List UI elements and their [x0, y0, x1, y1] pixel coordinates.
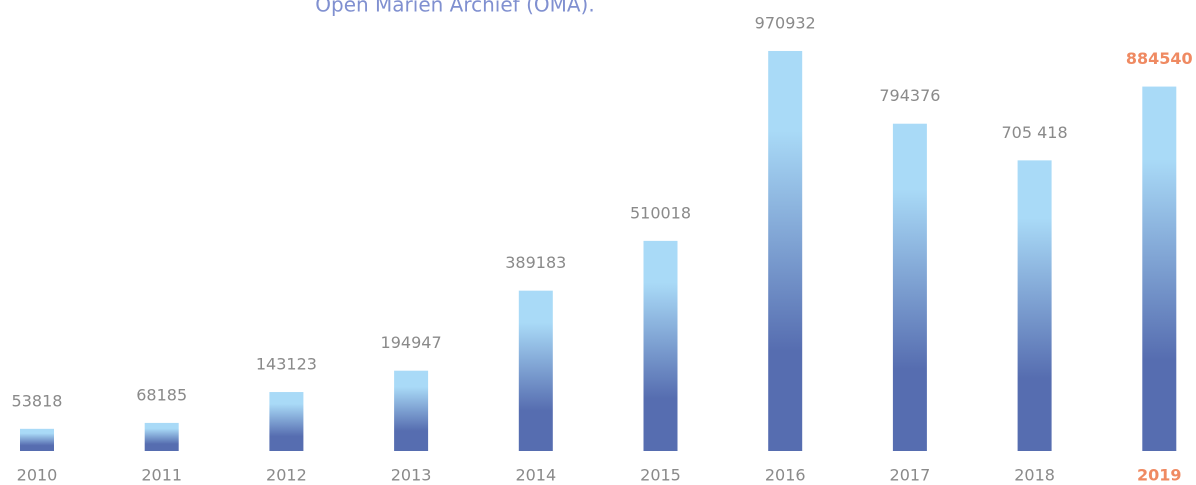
x-tick-label: 2014 [515, 466, 556, 485]
bar [144, 422, 179, 451]
bar [643, 240, 678, 451]
value-label: 794376 [879, 86, 940, 105]
value-label: 705 418 [1002, 123, 1068, 142]
value-label: 970932 [755, 13, 816, 32]
value-label: 884540 [1126, 49, 1193, 68]
value-label: 389183 [505, 253, 566, 272]
value-label: 53818 [12, 391, 63, 410]
bar [269, 392, 304, 451]
bar [768, 50, 803, 452]
value-label: 510018 [630, 203, 691, 222]
bar [394, 370, 429, 451]
value-label: 143123 [256, 355, 317, 374]
x-tick-label: 2015 [640, 466, 681, 485]
bar [1142, 86, 1177, 451]
bar [20, 428, 54, 451]
x-tick-label: 2018 [1014, 466, 1055, 485]
value-label: 68185 [136, 385, 187, 404]
x-tick-label: 2017 [890, 466, 931, 485]
chart-title: Open Marien Archief (OMA). [315, 0, 594, 17]
x-tick-label: 2012 [266, 466, 307, 485]
x-tick-label: 2010 [17, 466, 58, 485]
x-tick-label: 2019 [1137, 466, 1182, 485]
bar [1017, 160, 1052, 451]
x-tick-label: 2016 [765, 466, 806, 485]
bar [518, 290, 553, 451]
x-tick-label: 2011 [141, 466, 182, 485]
bar [892, 123, 927, 451]
x-tick-label: 2013 [391, 466, 432, 485]
value-label: 194947 [381, 333, 442, 352]
